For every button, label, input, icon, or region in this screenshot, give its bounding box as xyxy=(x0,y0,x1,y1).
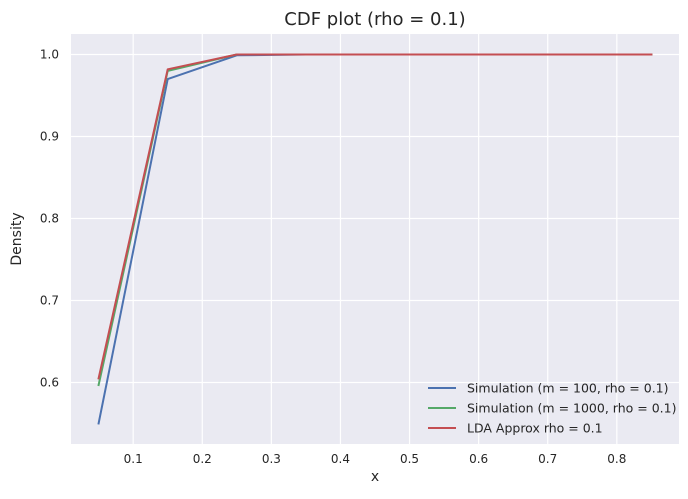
legend-label: LDA Approx rho = 0.1 xyxy=(467,421,603,436)
y-tick-label: 0.9 xyxy=(40,130,59,144)
plot-area xyxy=(71,34,679,444)
x-tick-label: 0.8 xyxy=(607,452,626,466)
legend: Simulation (m = 100, rho = 0.1) Simulatio… xyxy=(428,381,676,436)
y-tick-label: 0.8 xyxy=(40,212,59,226)
x-tick-label: 0.6 xyxy=(469,452,488,466)
x-tick-label: 0.4 xyxy=(331,452,350,466)
tick-labels: 0.1 0.2 0.3 0.4 0.5 0.6 0.7 0.8 0.6 0.7 0.8 0.9 1.0 xyxy=(40,48,626,467)
chart-title: CDF plot (rho = 0.1) xyxy=(284,9,465,30)
series-line xyxy=(97,53,653,380)
grid xyxy=(71,34,679,444)
series-layer xyxy=(97,53,653,425)
y-axis-label: Density xyxy=(9,212,25,265)
x-tick-label: 0.2 xyxy=(193,452,212,466)
x-axis-label: x xyxy=(371,469,379,485)
y-tick-label: 0.6 xyxy=(40,376,59,390)
legend-label: Simulation (m = 100, rho = 0.1) xyxy=(467,381,669,396)
y-tick-label: 0.7 xyxy=(40,294,59,308)
legend-label: Simulation (m = 1000, rho = 0.1) xyxy=(467,401,676,416)
x-tick-label: 0.1 xyxy=(124,452,143,466)
x-tick-label: 0.5 xyxy=(400,452,419,466)
y-tick-label: 1.0 xyxy=(40,48,59,62)
x-tick-label: 0.7 xyxy=(538,452,557,466)
x-tick-label: 0.3 xyxy=(262,452,281,466)
